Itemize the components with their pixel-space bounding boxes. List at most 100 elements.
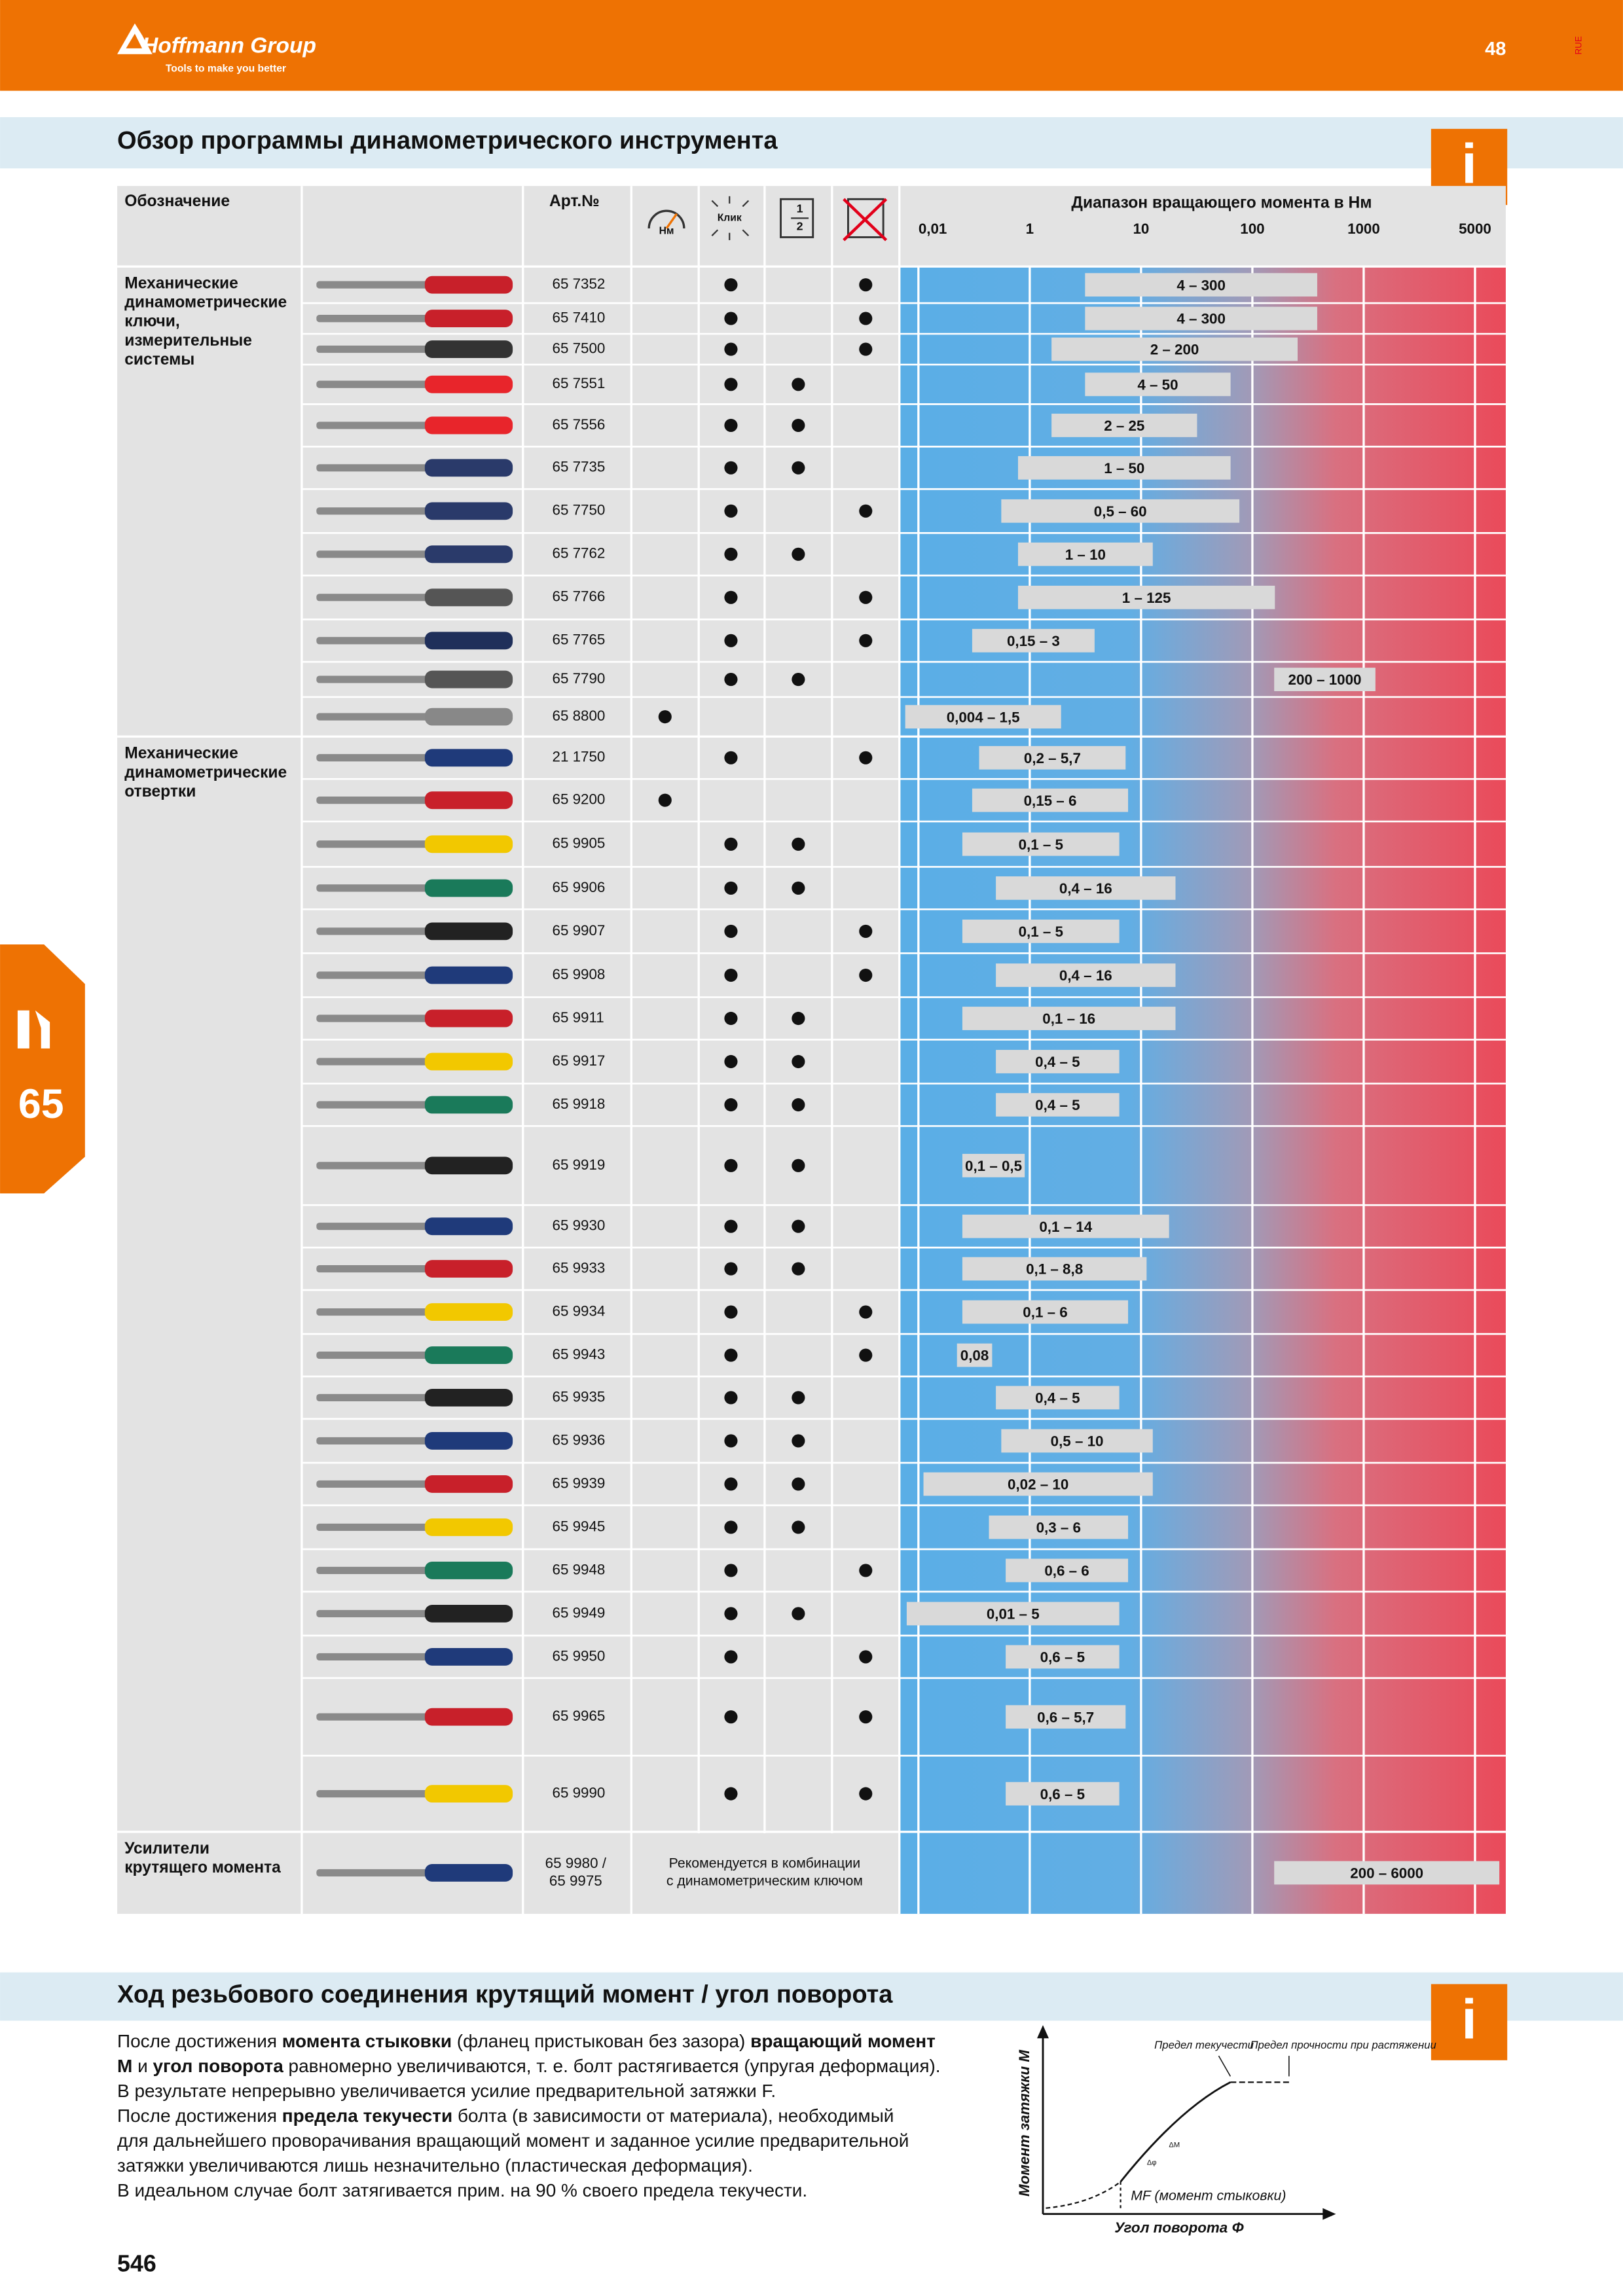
- dot-click: [724, 1607, 738, 1621]
- tool-handle: [424, 1708, 513, 1726]
- article: 21 1750: [553, 749, 606, 765]
- brand: Hoffmann Group: [142, 33, 316, 58]
- diagram-y-label: Момент затяжки M: [1016, 2049, 1032, 2197]
- tool-handle: [424, 1432, 513, 1450]
- range-label: 0,1 – 5: [1019, 924, 1063, 940]
- article: 65 9906: [553, 879, 606, 895]
- dot-nm: [658, 793, 672, 807]
- range-label: 0,1 – 0,5: [965, 1158, 1022, 1174]
- tool-shaft: [316, 754, 434, 762]
- dot-click: [724, 1305, 738, 1319]
- article: 65 7500: [553, 340, 606, 356]
- range-label: 1 – 50: [1104, 460, 1144, 476]
- dot-half: [792, 673, 805, 687]
- paragraph-line: После достижения момента стыковки (флане…: [117, 2031, 936, 2051]
- tool-handle: [424, 1475, 513, 1493]
- tool-shaft: [316, 713, 434, 721]
- tool-shaft: [316, 1265, 434, 1273]
- tool-shaft: [316, 675, 434, 683]
- article: 65 9911: [553, 1009, 604, 1026]
- dot-half: [792, 1011, 805, 1026]
- range-bar: [957, 1343, 993, 1367]
- tool-handle: [424, 1785, 513, 1803]
- article: 65 7765: [553, 632, 606, 648]
- dot-half: [792, 1607, 805, 1621]
- icon-click: Клик: [711, 196, 750, 240]
- range-bar: [1001, 1429, 1153, 1453]
- article: 65 7750: [553, 502, 606, 518]
- side-tab: [0, 944, 85, 1194]
- range-bar: [962, 1153, 1025, 1177]
- diagram-x-label: Угол поворота Φ: [1114, 2219, 1244, 2236]
- icon-nm: Нм: [647, 209, 685, 237]
- tool-handle: [424, 310, 513, 328]
- range-bar: [972, 788, 1129, 812]
- dot-click: [724, 342, 738, 356]
- scale-label: 10: [1133, 221, 1149, 237]
- paragraph-run: После достижения: [117, 2106, 282, 2126]
- range-label: 1 – 125: [1122, 590, 1171, 606]
- range-label: 1 – 10: [1065, 547, 1106, 563]
- range-bar: [905, 705, 1061, 729]
- tool-handle: [424, 459, 513, 477]
- page-ref: 48: [1485, 39, 1506, 60]
- range-bar: [1274, 668, 1376, 691]
- scale-label: 100: [1240, 221, 1264, 237]
- page-number: 546: [117, 2250, 156, 2276]
- dot-click: [724, 1219, 738, 1233]
- range-bar: [1006, 1705, 1126, 1729]
- range-bar: [996, 1093, 1120, 1117]
- article: 65 9930: [553, 1217, 606, 1234]
- paragraph-run: болта (в зависимости от материала), необ…: [452, 2106, 894, 2126]
- range-label: 0,4 – 5: [1035, 1097, 1080, 1113]
- tool-shaft: [316, 1437, 434, 1445]
- range-label: 2 – 200: [1150, 342, 1199, 358]
- dot-nm: [658, 710, 672, 724]
- range-label: 0,4 – 16: [1059, 967, 1112, 984]
- paragraph-run: и: [132, 2056, 153, 2076]
- tool-shaft: [316, 1308, 434, 1316]
- paragraph-line: В идеальном случае болт затягивается при…: [117, 2181, 807, 2201]
- tool-shaft: [316, 1480, 434, 1488]
- tool-shaft: [316, 1869, 434, 1877]
- dot-cross: [859, 1305, 873, 1319]
- diagram-tensile: Предел прочности при растяжении: [1250, 2039, 1436, 2051]
- dot-half: [792, 1262, 805, 1276]
- icon-nm-label: Нм: [659, 226, 674, 237]
- range-bar: [1006, 1558, 1129, 1583]
- range-label: 0,4 – 16: [1059, 880, 1112, 897]
- group-name: измерительные: [124, 332, 252, 350]
- dot-half: [792, 1219, 805, 1233]
- range-bar: [979, 745, 1126, 770]
- tool-shaft: [316, 1713, 434, 1721]
- dot-cross: [859, 634, 873, 647]
- range-label: 0,4 – 5: [1035, 1390, 1080, 1407]
- range-bar: [1017, 542, 1153, 566]
- range-label: 0,1 – 6: [1023, 1304, 1067, 1321]
- article: 65 7735: [553, 459, 606, 475]
- dot-click: [724, 924, 738, 938]
- dot-click: [724, 968, 738, 982]
- dot-cross: [859, 1564, 873, 1577]
- range-label: 0,02 – 10: [1008, 1477, 1068, 1493]
- tool-handle: [424, 670, 513, 689]
- range-label: 200 – 6000: [1350, 1865, 1423, 1882]
- dot-half: [792, 837, 805, 851]
- range-label: 0,1 – 14: [1039, 1219, 1092, 1235]
- dot-half: [792, 378, 805, 391]
- range-bar: [1085, 372, 1231, 397]
- article: 65 9933: [553, 1259, 606, 1276]
- note: с динамометрическим ключом: [666, 1873, 863, 1888]
- tool-shaft: [316, 971, 434, 979]
- tool-shaft: [316, 281, 434, 289]
- article: 65 9917: [553, 1052, 606, 1069]
- diagram-yield: Предел текучести: [1154, 2039, 1254, 2051]
- paragraph-run: (фланец пристыкован без зазора): [452, 2031, 750, 2051]
- range-bar: [962, 1214, 1169, 1238]
- dot-click: [724, 1520, 738, 1534]
- dot-click: [724, 751, 738, 764]
- tool-handle: [424, 1605, 513, 1623]
- article: 65 9908: [553, 966, 606, 982]
- dot-cross: [859, 924, 873, 938]
